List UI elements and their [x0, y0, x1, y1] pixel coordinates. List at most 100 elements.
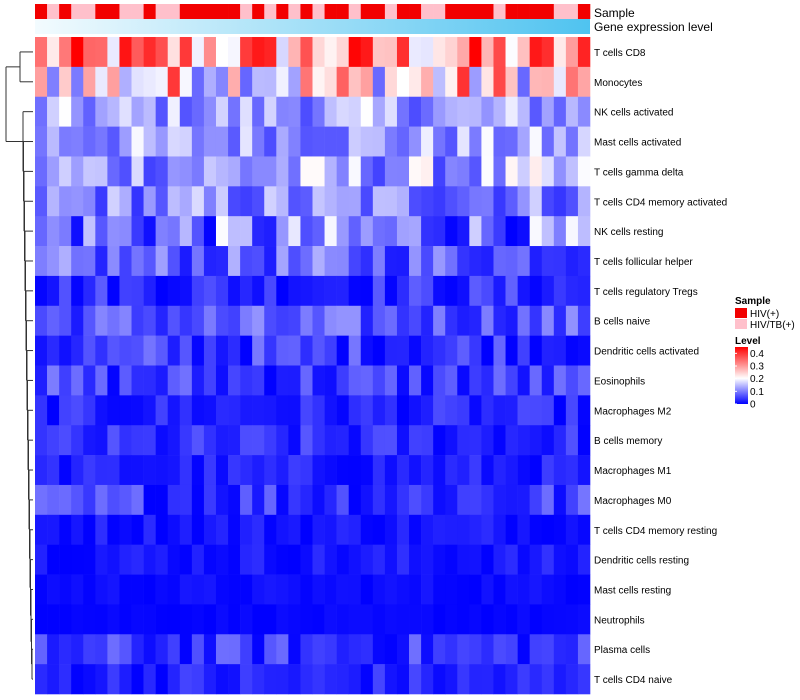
heatmap-cell [107, 634, 120, 665]
heatmap-cell [107, 544, 120, 575]
heatmap-cell [35, 514, 48, 545]
heatmap-cell [396, 484, 410, 516]
heatmap-cell [35, 455, 48, 486]
heatmap-cell [493, 484, 506, 516]
heatmap-cell [215, 186, 229, 217]
heatmap-cell [348, 305, 362, 336]
heatmap-cell [360, 664, 374, 695]
heatmap-cell [396, 156, 410, 187]
heatmap-cell [252, 216, 265, 247]
heatmap-cell [71, 365, 84, 396]
heatmap-cell [179, 186, 193, 217]
heatmap-cell [191, 634, 205, 665]
heatmap-cell [336, 156, 349, 187]
heatmap-cell [433, 455, 446, 486]
heatmap-cell [203, 365, 217, 396]
heatmap-cell [300, 514, 313, 545]
heatmap-cell [143, 395, 156, 426]
heatmap-cell [167, 246, 181, 277]
heatmap-cell [433, 365, 446, 396]
heatmap-cell [288, 66, 301, 98]
heatmap-cell [264, 544, 277, 575]
heatmap-cell [481, 66, 494, 98]
row-label: Plasma cells [594, 645, 650, 656]
heatmap-cell [203, 484, 217, 516]
heatmap-cell [565, 186, 579, 217]
heatmap-cell [167, 126, 181, 157]
heatmap-cell [252, 664, 265, 695]
heatmap-cell [445, 216, 458, 247]
heatmap-cell [35, 574, 48, 605]
heatmap-cell [553, 544, 567, 575]
heatmap-cell [312, 604, 325, 635]
heatmap-cell [433, 37, 446, 68]
heatmap-cell [119, 96, 132, 127]
heatmap-cell [59, 604, 72, 635]
heatmap-cell [553, 664, 567, 695]
heatmap-cell [529, 425, 543, 456]
heatmap-cell [35, 66, 48, 98]
heatmap-cell [71, 186, 84, 217]
heatmap-cell [215, 216, 229, 247]
heatmap-cell [300, 66, 313, 98]
row-label: T cells CD8 [594, 48, 646, 59]
heatmap-cell [433, 156, 446, 187]
heatmap-cell [457, 544, 470, 575]
heatmap-cell [348, 66, 362, 98]
gene-expression-level-bar [35, 19, 590, 34]
heatmap-cell [529, 544, 543, 575]
heatmap-cell [252, 305, 265, 336]
heatmap-cell [240, 66, 253, 98]
heatmap-cell [384, 425, 398, 456]
heatmap-cell [433, 574, 446, 605]
heatmap-cell [167, 186, 181, 217]
heatmap-cell [324, 574, 337, 605]
sample-annotation-cell [203, 4, 217, 19]
heatmap-cell [95, 484, 108, 516]
legend-swatch-hiv [735, 308, 747, 318]
heatmap-cell [577, 484, 591, 516]
heatmap-cell [107, 604, 120, 635]
row-label: Eosinophils [594, 376, 645, 387]
heatmap-cell [131, 514, 144, 545]
gene-expression-level-label: Gene expression level [594, 20, 713, 34]
heatmap-cell [47, 156, 60, 187]
sample-annotation-cell [264, 4, 277, 19]
heatmap-cell [517, 574, 530, 605]
heatmap-cell [336, 544, 349, 575]
heatmap-cell [47, 275, 60, 307]
sample-annotation-cell [35, 4, 48, 19]
heatmap-cell [372, 365, 386, 396]
heatmap-cell [577, 216, 591, 247]
heatmap-cell [360, 544, 374, 575]
heatmap-cell [300, 455, 313, 486]
heatmap-cell [203, 335, 217, 366]
heatmap-cell [481, 664, 494, 695]
heatmap-cell [59, 484, 72, 516]
sample-annotation-cell [553, 4, 567, 19]
heatmap-cell [252, 66, 265, 98]
heatmap-cell [264, 37, 277, 68]
heatmap-cell [409, 395, 422, 426]
heatmap-cell [119, 305, 132, 336]
heatmap-cell [240, 335, 253, 366]
legend: Sample HIV(+) HIV/TB(+) Level 0.4 0.30.2 0… [735, 296, 795, 411]
heatmap-cell [131, 335, 144, 366]
legend-label-hiv: HIV(+) [750, 309, 779, 320]
sample-annotation-cell [433, 4, 446, 19]
heatmap-cell [35, 37, 48, 68]
heatmap-cell [384, 305, 398, 336]
heatmap-cell [107, 425, 120, 456]
heatmap-cell [529, 37, 543, 68]
heatmap-cell [95, 305, 108, 336]
heatmap-cell [409, 246, 422, 277]
heatmap-cell [445, 335, 458, 366]
heatmap-cell [252, 365, 265, 396]
heatmap-cell [300, 186, 313, 217]
sample-annotation-cell [372, 4, 386, 19]
heatmap-cell [276, 395, 289, 426]
heatmap-cell [505, 126, 518, 157]
heatmap-cell [421, 186, 434, 217]
heatmap-cell [336, 216, 349, 247]
heatmap-cell [409, 484, 422, 516]
